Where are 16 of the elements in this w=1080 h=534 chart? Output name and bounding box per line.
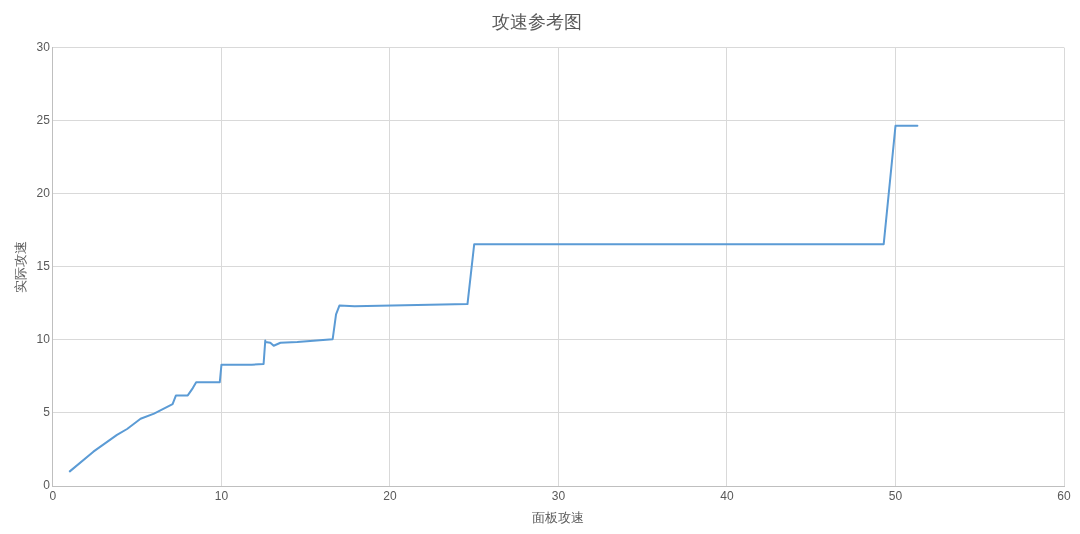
y-tick-label: 25 xyxy=(36,112,51,127)
y-tick-label: 30 xyxy=(36,39,51,54)
x-tick-label: 10 xyxy=(214,488,229,503)
x-tick-label: 50 xyxy=(888,488,903,503)
y-tick-label: 10 xyxy=(36,332,51,347)
chart-title: 攻速参考图 xyxy=(492,11,582,32)
y-axis-title: 实际攻速 xyxy=(13,240,29,293)
x-tick-label: 20 xyxy=(383,488,397,503)
x-tick-label: 30 xyxy=(551,488,566,503)
x-tick-label: 60 xyxy=(1057,488,1071,503)
y-tick-label: 15 xyxy=(36,259,51,274)
y-tick-label: 5 xyxy=(43,405,51,420)
y-tick-label: 0 xyxy=(43,478,51,493)
x-axis-title: 面板攻速 xyxy=(532,509,585,525)
x-tick-label: 40 xyxy=(720,488,734,503)
y-tick-label: 20 xyxy=(36,186,51,201)
